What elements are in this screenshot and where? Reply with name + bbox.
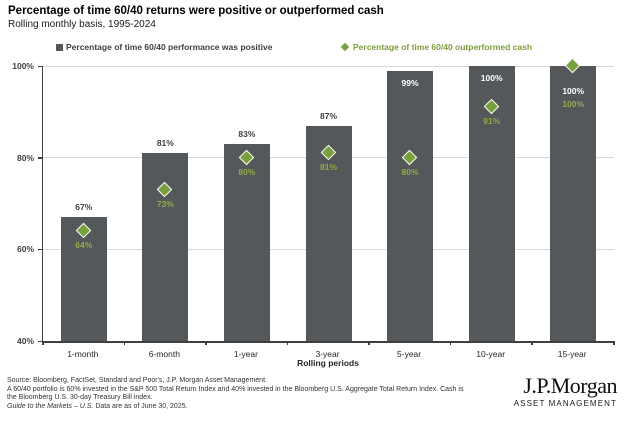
diamond-value-label: 80% [238,166,256,177]
bar-value-label: 83% [238,128,256,139]
diamond-value-label: 64% [75,240,93,250]
bar-1-year [223,143,270,341]
legend-bar-series-label: Percentage of time 60/40 performance was… [66,42,273,52]
y-axis-tick [38,157,42,159]
x-tick-label-15-year: 15-year [557,349,587,359]
y-axis-tick [38,65,42,67]
source-note: Source: Bloomberg, FactSet, Standard and… [7,377,512,411]
diamond-value-label: 73% [156,198,174,209]
source-line: Guide to the Markets – U.S. Data are as … [7,402,188,410]
x-tick-label-6-month: 6-month [148,349,180,359]
x-axis-tick [613,341,615,345]
legend-item-bar-series: Percentage of time 60/40 performance was… [56,42,272,52]
jpmorgan-logo-wordmark: J.P.Morgan [523,373,617,398]
diamond-value-label: 100% [562,99,585,109]
diamond-value-label: 81% [319,162,337,173]
source-line: A 60/40 portfolio is 60% invested in the… [7,385,464,393]
x-axis-tick [368,341,370,345]
diamond-series-swatch-icon [340,42,350,52]
x-axis-tick [123,341,126,345]
bar-value-label: 100% [562,86,585,96]
x-axis-tick [286,341,289,345]
x-tick-label-1-month: 1-month [67,349,99,359]
y-axis-tick [38,340,42,342]
x-axis-tick [205,341,207,345]
diamond-value-label: 91% [483,116,501,127]
legend-diamond-series-label: Percentage of time 60/40 outperformed ca… [353,42,533,52]
bar-series-swatch-icon [56,43,63,51]
diamond-value-label: 80% [401,166,419,177]
bar-6-month [142,153,189,341]
y-axis-tick [38,248,42,251]
jpmorgan-logo: J.P.Morgan ASSET MANAGEMENT [513,373,618,409]
bar-value-label: 100% [480,73,503,83]
jpmorgan-logo-subtitle: ASSET MANAGEMENT [513,399,617,408]
x-tick-label-1-year: 1-year [233,349,258,359]
bar-value-label: 67% [75,202,93,213]
source-line: Source: Bloomberg, FactSet, Standard and… [7,377,267,384]
x-tick-label-10-year: 10-year [476,349,506,359]
bar-15-year [550,66,597,341]
y-tick-label: 40% [16,336,34,346]
y-tick-label: 80% [16,152,34,163]
bar-value-label: 81% [156,138,174,149]
bar-5-year [387,70,434,341]
chart-plot-area: 67% 64% 81% 73% 83% 80% 87% 81% 99% 80% 100% 91% 100… [42,57,614,343]
x-axis-tick [449,341,452,345]
x-tick-label-5-year: 5-year [397,349,422,359]
page-title: Percentage of time 60/40 returns were po… [8,5,384,17]
x-axis-tick [42,341,44,345]
bar-chart: 67% 64% 81% 73% 83% 80% 87% 81% 99% 80% 100% 91% 100… [0,57,624,359]
x-axis-title: Rolling periods [297,358,359,368]
source-line: the Bloomberg U.S. 30-day Treasury Bill … [7,394,153,402]
x-tick-label-3-year: 3-year [315,349,340,359]
y-tick-label: 60% [16,244,34,255]
legend-item-diamond-series: Percentage of time 60/40 outperformed ca… [340,42,533,52]
x-axis-tick [531,341,533,345]
y-tick-label: 100% [12,61,34,71]
bar-3-year [305,125,352,341]
bar-value-label: 99% [401,77,419,88]
gridline-100 [43,66,614,67]
bar-value-label: 87% [319,110,337,121]
page-subtitle: Rolling monthly basis, 1995-2024 [8,19,156,30]
